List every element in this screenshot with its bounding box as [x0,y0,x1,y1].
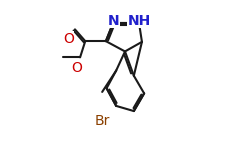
Text: Br: Br [94,114,110,128]
Text: NH: NH [127,14,150,28]
Text: N: N [108,14,119,28]
Text: O: O [72,61,83,75]
Text: O: O [63,32,74,46]
